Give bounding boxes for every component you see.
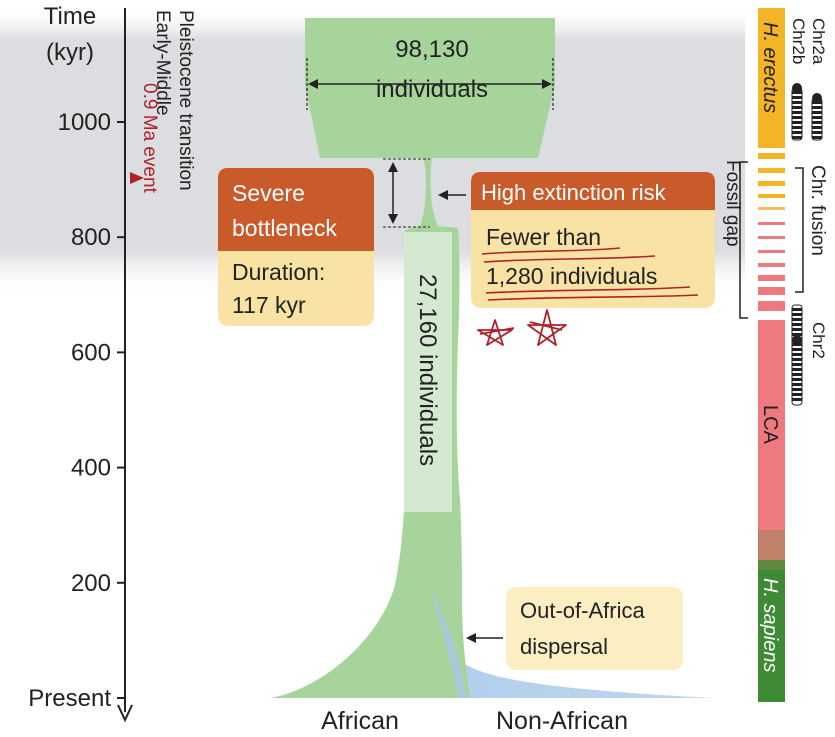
- fossil-gap-label: Fossil gap: [722, 160, 743, 247]
- axis-tick-label: 600: [71, 339, 111, 366]
- african-label: African: [321, 707, 399, 735]
- chr2b-label: Chr2b: [789, 18, 808, 64]
- bottleneck-box: Severe bottleneck Duration: 117 kyr: [218, 168, 374, 326]
- axis-tick-label: 200: [71, 570, 111, 597]
- risk-detail-line1: Fewer than: [486, 224, 601, 250]
- trunk-label-bg: [404, 232, 452, 512]
- gap-stripe: [758, 181, 785, 186]
- star-doodle-icon-2: [527, 309, 567, 346]
- event-marker-icon: [130, 172, 144, 184]
- sapiens-segment: [758, 560, 785, 702]
- lineage-bar: H. erectus LCA H. sapiens: [758, 8, 785, 702]
- trunk-label: 27,160 individuals: [414, 274, 441, 466]
- chr-fusion-label: Chr. fusion: [807, 165, 828, 256]
- gap-stripe: [758, 194, 785, 198]
- chromosome-2a-icon: [811, 97, 823, 141]
- axis-title-line2: (kyr): [46, 39, 94, 66]
- bottleneck-detail-line1: Duration:: [232, 259, 325, 285]
- risk-box: High extinction risk Fewer than 1,280 in…: [471, 172, 715, 308]
- gap-stripe: [758, 275, 785, 281]
- gap-stripe: [758, 153, 785, 159]
- erectus-label: H. erectus: [759, 22, 781, 113]
- centromere-icon: [792, 83, 802, 93]
- gap-stripe: [758, 287, 785, 295]
- axis-ticks: 1000 800 600 400 200 Present: [28, 109, 125, 712]
- axis-tick-label: 1000: [58, 109, 111, 136]
- bottleneck-title-line1: Severe: [232, 180, 305, 206]
- dispersal-line2: dispersal: [520, 634, 608, 659]
- non-african-overlap: [428, 585, 467, 698]
- risk-underline-4: [487, 294, 699, 301]
- non-african-label: Non-African: [496, 707, 628, 735]
- centromere-icon: [792, 335, 802, 345]
- chr-fusion-bracket: [795, 167, 804, 293]
- centromere-icon: [812, 93, 822, 103]
- risk-box-header: [471, 172, 715, 210]
- dispersal-box: Out-of-Africa dispersal: [506, 587, 683, 670]
- event-label: 0.9 Ma event: [139, 83, 160, 194]
- gap-stripe: [758, 301, 785, 311]
- erectus-segment: [758, 8, 785, 148]
- dispersal-line1: Out-of-Africa: [520, 598, 645, 623]
- risk-title: High extinction risk: [481, 180, 667, 205]
- transition-line2: Pleistocene transition: [175, 10, 196, 191]
- risk-underline-2: [483, 255, 656, 263]
- star-doodle-icon: [477, 319, 515, 346]
- chr2a-label: Chr2a: [809, 18, 828, 65]
- dispersal-box-body: [506, 587, 683, 670]
- axis-tick-label: Present: [28, 685, 111, 712]
- time-axis-arrowhead: [117, 704, 133, 723]
- lca-label: LCA: [759, 405, 781, 445]
- gap-stripe: [758, 168, 785, 173]
- ancestral-count: 98,130: [395, 36, 468, 63]
- lca-segment: [758, 320, 785, 530]
- bottleneck-detail-line2: 117 kyr: [232, 292, 306, 318]
- risk-underline-3: [485, 286, 691, 294]
- axis-tick-label: 800: [71, 224, 111, 251]
- transition-line1: Early-Middle: [152, 10, 173, 116]
- risk-underline-1: [481, 247, 621, 255]
- chromosome-glyphs: [791, 83, 823, 406]
- chromosome-2-icon: [791, 304, 803, 406]
- chr2-label: Chr2: [809, 322, 828, 359]
- fossil-gap-stripes: [758, 153, 785, 311]
- ancestral-unit: individuals: [376, 76, 488, 103]
- gap-stripe: [758, 263, 785, 267]
- gap-stripe: [758, 222, 785, 225]
- axis-tick-label: 400: [71, 455, 111, 482]
- bottleneck-title-line2: bottleneck: [232, 215, 337, 241]
- chromosome-2b-icon: [791, 87, 803, 141]
- gap-stripe: [758, 236, 785, 239]
- sapiens-label: H. sapiens: [759, 578, 781, 673]
- bottleneck-box-header: [218, 168, 374, 251]
- risk-detail-line2: 1,280 individuals: [486, 263, 657, 289]
- blend-segment: [758, 530, 785, 570]
- axis-title-line1: Time: [44, 3, 96, 30]
- fossil-gap-bracket: [739, 161, 748, 319]
- gap-stripe: [758, 250, 785, 253]
- gap-stripe: [758, 207, 785, 210]
